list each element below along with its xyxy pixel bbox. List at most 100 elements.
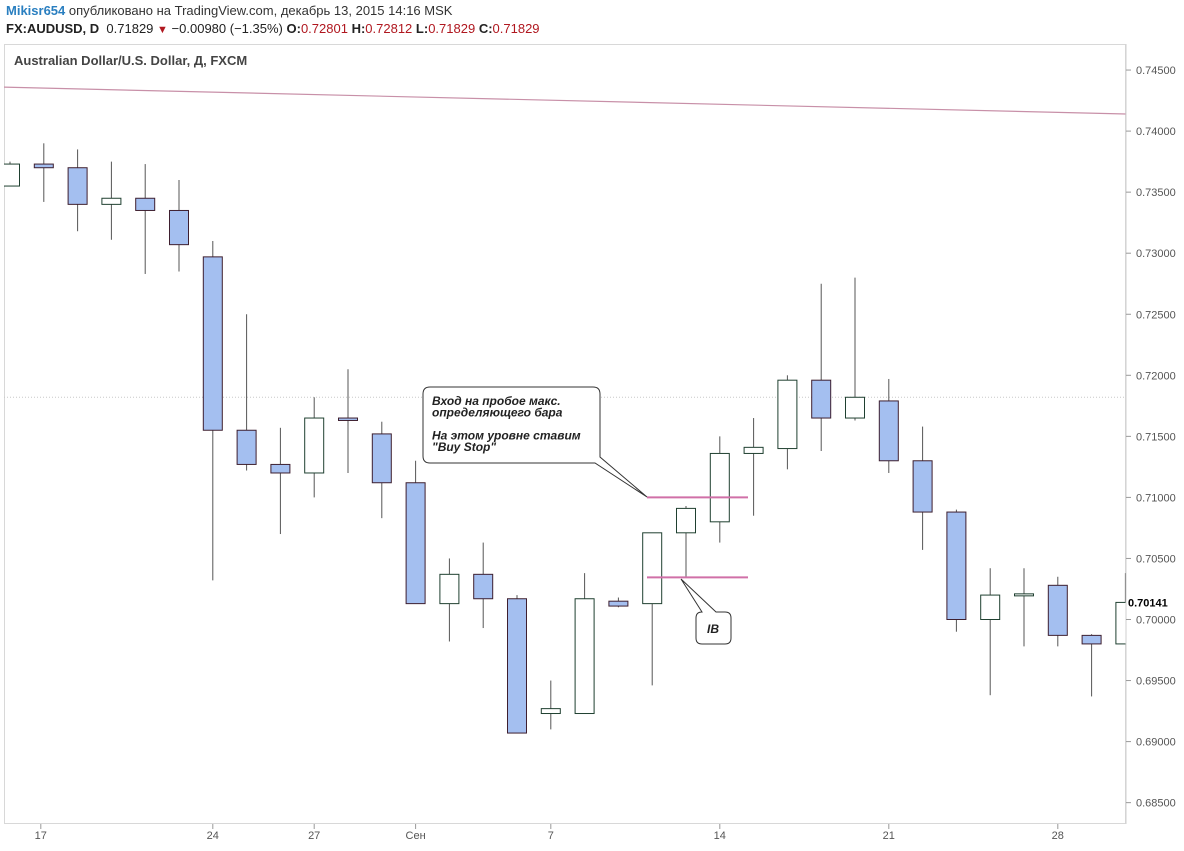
publish-info: Mikisr654 опубликовано на TradingView.co… bbox=[6, 3, 452, 18]
candle-body bbox=[439, 573, 460, 605]
candle bbox=[845, 277, 865, 421]
candle bbox=[135, 164, 156, 274]
high-value: 0.72812 bbox=[365, 21, 413, 36]
candle-body bbox=[33, 163, 54, 169]
candle bbox=[709, 436, 730, 543]
candle bbox=[304, 397, 325, 498]
x-tick-label: 27 bbox=[308, 830, 320, 842]
x-tick-label: 21 bbox=[883, 830, 895, 842]
callout-text: Вход на пробое макс. bbox=[432, 394, 561, 408]
candle bbox=[1014, 568, 1034, 647]
candle-body bbox=[845, 396, 865, 419]
last-price-label: 0.70141 bbox=[1128, 597, 1168, 609]
candle-body bbox=[371, 433, 392, 484]
ib-annotation: IB bbox=[680, 578, 732, 645]
x-tick-label: 14 bbox=[714, 830, 726, 842]
open-label: O: bbox=[286, 21, 301, 36]
y-tick-label: 0.73500 bbox=[1136, 187, 1176, 199]
y-tick-label: 0.70000 bbox=[1136, 615, 1176, 627]
high-label: H: bbox=[351, 21, 366, 36]
candle bbox=[1047, 576, 1068, 647]
candle bbox=[439, 558, 460, 642]
open-value: 0.72801 bbox=[300, 21, 348, 36]
close-value: 0.71829 bbox=[492, 21, 540, 36]
symbol-label: FX:AUDUSD, D bbox=[6, 21, 100, 36]
y-tick-label: 0.71000 bbox=[1136, 492, 1176, 504]
candle bbox=[676, 505, 696, 577]
down-arrow-icon: ▼ bbox=[157, 24, 168, 36]
candle bbox=[270, 427, 291, 535]
candle-body bbox=[405, 482, 426, 605]
callout-text: определяющего бара bbox=[432, 406, 563, 420]
candle-body bbox=[67, 167, 88, 205]
candle bbox=[101, 161, 122, 240]
candle-body bbox=[540, 708, 561, 715]
x-tick-label: 7 bbox=[548, 830, 554, 842]
symbol-info: FX:AUDUSD, D 0.71829 ▼ −0.00980 (−1.35%)… bbox=[6, 21, 540, 36]
candle-body bbox=[1115, 601, 1126, 645]
candle-body bbox=[878, 400, 899, 462]
candle bbox=[236, 314, 257, 471]
y-tick-label: 0.73000 bbox=[1136, 248, 1176, 260]
candle bbox=[1081, 634, 1102, 697]
low-label: L: bbox=[415, 21, 429, 36]
y-tick-label: 0.74000 bbox=[1136, 126, 1176, 138]
candle-body bbox=[202, 256, 223, 431]
y-tick-label: 0.72500 bbox=[1136, 309, 1176, 321]
candle-body bbox=[608, 600, 629, 607]
ib-bubble bbox=[680, 578, 732, 645]
y-tick-label: 0.69000 bbox=[1136, 737, 1176, 749]
trend-line bbox=[4, 86, 1126, 115]
y-tick-label: 0.72000 bbox=[1136, 370, 1176, 382]
candle bbox=[540, 680, 561, 730]
candle bbox=[507, 595, 527, 734]
published-text: опубликовано на TradingView.com, декабрь… bbox=[68, 3, 453, 18]
candle-body bbox=[743, 446, 764, 454]
candle bbox=[371, 421, 392, 519]
candle bbox=[169, 179, 189, 272]
candle-body bbox=[676, 507, 696, 534]
candle bbox=[777, 375, 798, 470]
chart-header: Mikisr654 опубликовано на TradingView.co… bbox=[0, 0, 1184, 40]
callout-bubble bbox=[422, 386, 648, 498]
candle bbox=[202, 240, 223, 581]
author-link[interactable]: Mikisr654 bbox=[6, 3, 66, 18]
candle bbox=[574, 573, 595, 715]
candle bbox=[980, 568, 1001, 696]
y-tick-label: 0.70500 bbox=[1136, 553, 1176, 565]
callout-text: На этом уровне ставим bbox=[432, 429, 581, 443]
candle bbox=[4, 161, 20, 187]
x-tick-label: 28 bbox=[1052, 830, 1064, 842]
candle-body bbox=[4, 163, 20, 187]
candle-body bbox=[101, 197, 122, 205]
candle-body bbox=[946, 511, 967, 620]
candle-body bbox=[338, 417, 358, 421]
candle-body bbox=[642, 532, 663, 605]
candle bbox=[946, 509, 967, 632]
x-tick-label: Сен bbox=[406, 830, 426, 842]
candle bbox=[338, 369, 358, 473]
chart-title: Australian Dollar/U.S. Dollar, Д, FXCM bbox=[14, 53, 248, 68]
candle-body bbox=[236, 429, 257, 465]
candle-body bbox=[1047, 584, 1068, 636]
plot-area bbox=[4, 86, 1126, 734]
callout-text: "Buy Stop" bbox=[432, 440, 496, 454]
y-tick-label: 0.74500 bbox=[1136, 65, 1176, 77]
ib-label: IB bbox=[707, 622, 719, 636]
candle bbox=[1115, 573, 1126, 645]
candle-body bbox=[169, 209, 189, 246]
candle-body bbox=[811, 379, 832, 419]
x-tick-label: 17 bbox=[35, 830, 47, 842]
candle-body bbox=[912, 460, 933, 513]
candle bbox=[473, 542, 494, 629]
candle-body bbox=[1014, 593, 1034, 597]
y-tick-label: 0.71500 bbox=[1136, 431, 1176, 443]
candle-body bbox=[777, 379, 798, 450]
candle bbox=[743, 418, 764, 516]
x-tick-label: 24 bbox=[207, 830, 219, 842]
candle bbox=[912, 426, 933, 550]
candle bbox=[67, 149, 88, 232]
candle-body bbox=[473, 573, 494, 600]
candle-body bbox=[980, 594, 1001, 621]
